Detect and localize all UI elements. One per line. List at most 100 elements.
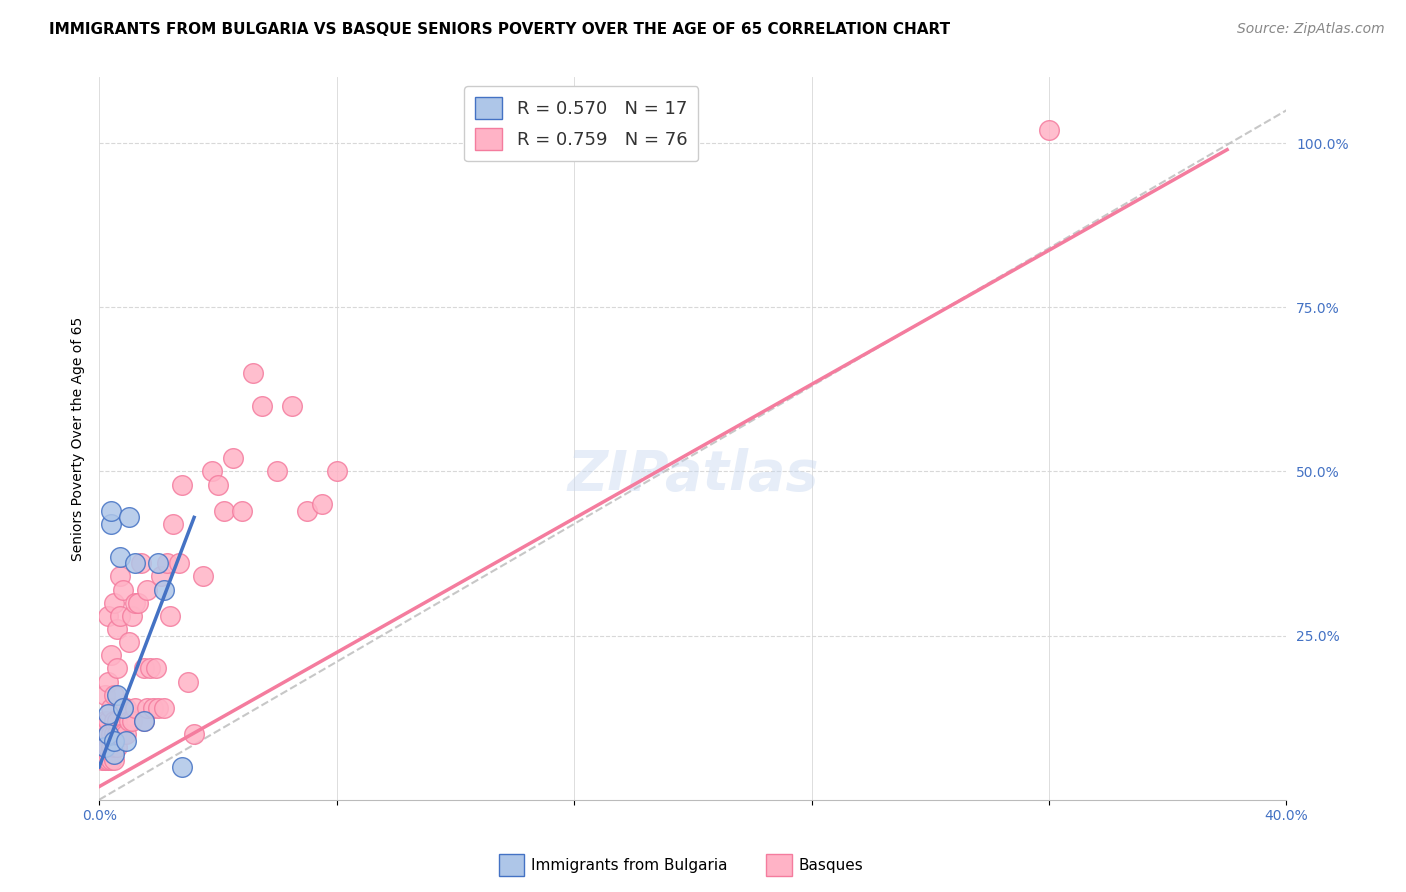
- Point: [325, 465, 347, 479]
- Point: [172, 760, 194, 774]
- Point: [231, 504, 253, 518]
- Point: [135, 582, 157, 597]
- Point: [105, 622, 128, 636]
- Point: [132, 714, 155, 728]
- Point: [121, 714, 143, 728]
- Point: [311, 497, 333, 511]
- Point: [145, 661, 167, 675]
- Point: [97, 674, 120, 689]
- Text: Immigrants from Bulgaria: Immigrants from Bulgaria: [531, 858, 728, 872]
- Point: [94, 714, 117, 728]
- Point: [94, 740, 117, 755]
- Point: [100, 701, 122, 715]
- Point: [118, 714, 141, 728]
- Point: [105, 661, 128, 675]
- Point: [159, 608, 181, 623]
- Text: ZIPatlas: ZIPatlas: [567, 448, 818, 501]
- Point: [295, 504, 318, 518]
- Point: [183, 727, 205, 741]
- Point: [103, 747, 125, 761]
- Point: [124, 701, 146, 715]
- Point: [281, 399, 304, 413]
- Text: Source: ZipAtlas.com: Source: ZipAtlas.com: [1237, 22, 1385, 37]
- Point: [242, 366, 264, 380]
- Point: [91, 727, 114, 741]
- Point: [91, 753, 114, 767]
- Point: [97, 608, 120, 623]
- Text: IMMIGRANTS FROM BULGARIA VS BASQUE SENIORS POVERTY OVER THE AGE OF 65 CORRELATIO: IMMIGRANTS FROM BULGARIA VS BASQUE SENIO…: [49, 22, 950, 37]
- Point: [135, 701, 157, 715]
- Point: [118, 510, 141, 524]
- Point: [1038, 123, 1060, 137]
- Point: [150, 569, 173, 583]
- Point: [105, 688, 128, 702]
- Point: [97, 707, 120, 722]
- Point: [172, 477, 194, 491]
- Point: [94, 688, 117, 702]
- Point: [97, 727, 120, 741]
- Point: [100, 648, 122, 663]
- Point: [132, 661, 155, 675]
- Point: [105, 714, 128, 728]
- Point: [111, 701, 134, 715]
- Point: [108, 549, 131, 564]
- Point: [103, 714, 125, 728]
- Point: [94, 727, 117, 741]
- Point: [94, 740, 117, 755]
- Y-axis label: Seniors Poverty Over the Age of 65: Seniors Poverty Over the Age of 65: [72, 317, 86, 561]
- Point: [129, 557, 152, 571]
- Point: [138, 661, 160, 675]
- Point: [169, 557, 191, 571]
- Point: [111, 582, 134, 597]
- Point: [142, 701, 165, 715]
- Point: [124, 557, 146, 571]
- Point: [105, 740, 128, 755]
- Point: [111, 701, 134, 715]
- Point: [177, 674, 200, 689]
- Point: [222, 451, 245, 466]
- Point: [105, 727, 128, 741]
- Point: [252, 399, 274, 413]
- Point: [115, 701, 138, 715]
- Point: [103, 688, 125, 702]
- Point: [153, 701, 176, 715]
- Point: [132, 714, 155, 728]
- Point: [97, 727, 120, 741]
- Point: [124, 596, 146, 610]
- Point: [97, 714, 120, 728]
- Point: [266, 465, 288, 479]
- Point: [156, 557, 179, 571]
- Point: [115, 727, 138, 741]
- Legend: R = 0.570   N = 17, R = 0.759   N = 76: R = 0.570 N = 17, R = 0.759 N = 76: [464, 87, 699, 161]
- Point: [100, 727, 122, 741]
- Point: [103, 596, 125, 610]
- Point: [121, 608, 143, 623]
- Point: [91, 740, 114, 755]
- Point: [148, 701, 170, 715]
- Point: [94, 753, 117, 767]
- Text: Basques: Basques: [799, 858, 863, 872]
- Point: [153, 582, 176, 597]
- Point: [108, 608, 131, 623]
- Point: [162, 516, 184, 531]
- Point: [191, 569, 214, 583]
- Point: [201, 465, 224, 479]
- Point: [103, 727, 125, 741]
- Point: [108, 569, 131, 583]
- Point: [103, 753, 125, 767]
- Point: [118, 635, 141, 649]
- Point: [100, 504, 122, 518]
- Point: [115, 733, 138, 747]
- Point: [103, 740, 125, 755]
- Point: [111, 727, 134, 741]
- Point: [127, 596, 149, 610]
- Point: [207, 477, 229, 491]
- Point: [108, 727, 131, 741]
- Point: [212, 504, 235, 518]
- Point: [100, 516, 122, 531]
- Point: [100, 740, 122, 755]
- Point: [100, 753, 122, 767]
- Point: [148, 557, 170, 571]
- Point: [97, 740, 120, 755]
- Point: [97, 753, 120, 767]
